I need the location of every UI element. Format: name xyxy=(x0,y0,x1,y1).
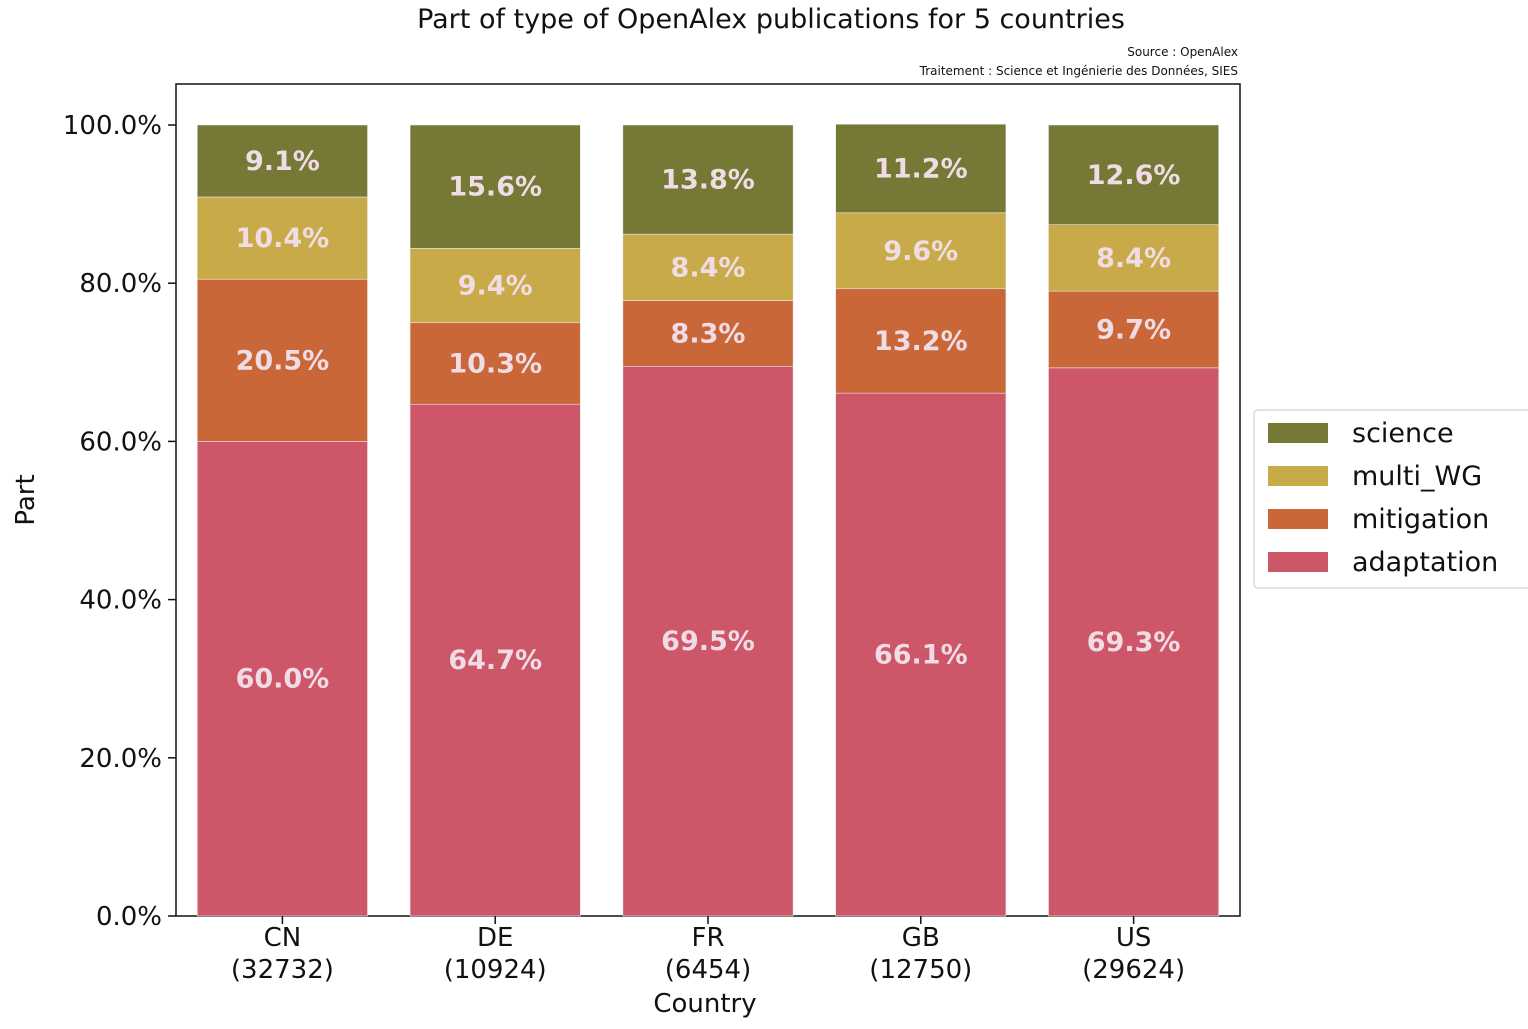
value-label-multi_WG-us: 8.4% xyxy=(1096,243,1171,274)
value-label-mitigation-us: 9.7% xyxy=(1096,314,1171,345)
value-label-adaptation-gb: 66.1% xyxy=(874,640,968,671)
x-tick-count: (6454) xyxy=(665,955,751,985)
value-label-multi_WG-gb: 9.6% xyxy=(883,236,958,267)
legend-label-mitigation: mitigation xyxy=(1352,504,1489,535)
x-tick-count: (12750) xyxy=(869,955,972,985)
legend-label-science: science xyxy=(1352,418,1454,449)
value-label-mitigation-gb: 13.2% xyxy=(874,326,968,357)
processing-note: Traitement : Science et Ingénierie des D… xyxy=(919,64,1238,78)
value-label-science-gb: 11.2% xyxy=(874,154,968,185)
bar-segment-mitigation-fr xyxy=(622,300,794,367)
value-label-adaptation-fr: 69.5% xyxy=(661,626,755,657)
bar-segment-adaptation-us xyxy=(1048,367,1220,917)
bar-segment-mitigation-de xyxy=(409,322,581,405)
bar-segment-science-fr xyxy=(622,124,794,235)
y-tick-label: 100.0% xyxy=(63,111,162,141)
value-label-science-de: 15.6% xyxy=(448,172,542,203)
bar-segment-science-gb xyxy=(835,123,1007,214)
value-label-science-fr: 13.8% xyxy=(661,165,755,196)
bar-segment-science-us xyxy=(1048,124,1220,225)
bar-segment-science-cn xyxy=(196,124,368,198)
value-label-adaptation-us: 69.3% xyxy=(1087,627,1181,658)
value-label-mitigation-fr: 8.3% xyxy=(671,318,746,349)
chart-title: Part of type of OpenAlex publications fo… xyxy=(417,4,1125,35)
bar-segment-adaptation-gb xyxy=(835,392,1007,917)
bar-segment-multi_WG-cn xyxy=(196,196,368,280)
y-axis: 0.0% 20.0% 40.0% 60.0% 80.0% 100.0% xyxy=(63,111,176,932)
x-tick-label: US xyxy=(1116,923,1152,953)
bars-layer: 60.0% 20.5% 10.4% 9.1% 64.7% 10.3% 9.4% 15.6% 69… xyxy=(196,123,1220,917)
bar-segment-multi_WG-gb xyxy=(835,212,1007,290)
legend-swatch-multi_WG xyxy=(1268,466,1328,486)
legend-swatch-adaptation xyxy=(1268,552,1328,572)
x-axis: CN(32732) DE(10924) FR(6454) GB(12750) US(29… xyxy=(231,916,1185,985)
legend-box xyxy=(1253,409,1528,589)
value-label-adaptation-de: 64.7% xyxy=(448,645,542,676)
value-label-mitigation-cn: 20.5% xyxy=(236,345,330,376)
x-tick-label: DE xyxy=(477,923,513,953)
value-label-multi_WG-de: 9.4% xyxy=(458,271,533,302)
legend-swatch-science xyxy=(1268,423,1328,443)
bar-segment-adaptation-fr xyxy=(622,365,794,917)
value-label-science-cn: 9.1% xyxy=(245,146,320,177)
x-tick-count: (29624) xyxy=(1082,955,1185,985)
x-axis-label: Country xyxy=(653,989,756,1019)
bar-segment-multi_WG-de xyxy=(409,248,581,324)
bar-segment-mitigation-us xyxy=(1048,290,1220,369)
value-label-science-us: 12.6% xyxy=(1087,160,1181,191)
bar-segment-multi_WG-us xyxy=(1048,224,1220,292)
y-tick-label: 0.0% xyxy=(96,902,162,932)
value-label-adaptation-cn: 60.0% xyxy=(236,664,330,695)
value-label-multi_WG-cn: 10.4% xyxy=(236,223,330,254)
source-note: Source : OpenAlex xyxy=(1127,45,1238,59)
x-tick-label: CN xyxy=(264,923,302,953)
legend-label-multi_WG: multi_WG xyxy=(1352,461,1482,492)
x-tick-count: (32732) xyxy=(231,955,334,985)
value-label-mitigation-de: 10.3% xyxy=(448,348,542,379)
y-tick-label: 40.0% xyxy=(79,586,162,616)
bar-segment-adaptation-de xyxy=(409,403,581,917)
value-label-multi_WG-fr: 8.4% xyxy=(671,252,746,283)
legend-label-adaptation: adaptation xyxy=(1352,547,1498,578)
y-axis-label: Part xyxy=(11,474,41,525)
legend-swatch-mitigation xyxy=(1268,509,1328,529)
legend: science multi_WG mitigation adaptation xyxy=(1253,409,1528,589)
x-tick-label: FR xyxy=(691,923,724,953)
bar-segment-adaptation-cn xyxy=(196,441,368,917)
y-tick-label: 80.0% xyxy=(79,269,162,299)
bar-segment-science-de xyxy=(409,124,581,249)
x-tick-label: GB xyxy=(902,923,940,953)
y-tick-label: 20.0% xyxy=(79,744,162,774)
x-tick-count: (10924) xyxy=(444,955,547,985)
y-tick-label: 60.0% xyxy=(79,427,162,457)
bar-segment-multi_WG-fr xyxy=(622,233,794,301)
bar-segment-mitigation-gb xyxy=(835,288,1007,394)
